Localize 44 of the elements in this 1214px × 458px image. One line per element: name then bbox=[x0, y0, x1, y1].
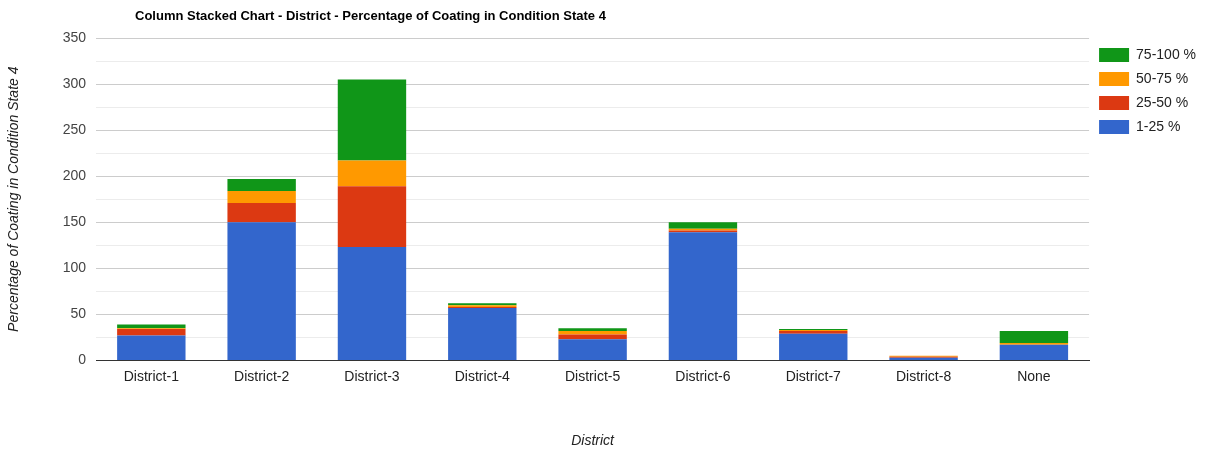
bar bbox=[337, 186, 407, 248]
y-tick-label: 50 bbox=[70, 305, 87, 322]
y-tick-label: 100 bbox=[62, 259, 87, 276]
y-tick-label: 0 bbox=[78, 351, 87, 368]
x-tick-label: District-3 bbox=[344, 367, 400, 384]
y-tick-label: 200 bbox=[62, 167, 87, 184]
bar bbox=[668, 222, 738, 229]
bar bbox=[999, 344, 1069, 360]
legend-label: 25-50 % bbox=[1136, 93, 1189, 110]
bar bbox=[448, 307, 517, 360]
legend-label: 75-100 % bbox=[1136, 45, 1197, 62]
x-tick-label: District-2 bbox=[234, 367, 290, 384]
x-tick-label: District-7 bbox=[785, 367, 842, 384]
bar bbox=[117, 329, 186, 336]
bar bbox=[227, 178, 296, 191]
bar bbox=[337, 160, 407, 187]
bar bbox=[558, 328, 627, 331]
x-axis-title: District bbox=[571, 432, 616, 449]
y-tick-label: 350 bbox=[62, 28, 87, 45]
x-tick-label: District-1 bbox=[123, 367, 180, 384]
bar bbox=[337, 79, 407, 161]
bar bbox=[999, 330, 1069, 343]
bar bbox=[779, 333, 848, 360]
bar bbox=[337, 247, 407, 360]
x-tick-label: District-6 bbox=[675, 367, 731, 384]
bar bbox=[117, 335, 186, 360]
y-axis-title: Percentage of Coating in Condition State 4 bbox=[5, 66, 22, 332]
bar bbox=[558, 330, 627, 335]
y-tick-label: 300 bbox=[62, 74, 87, 91]
y-tick-label: 150 bbox=[62, 213, 87, 230]
bar bbox=[558, 339, 627, 360]
chart-title: Column Stacked Chart - District - Percentage of Coating in Condition State 4 bbox=[135, 8, 606, 23]
x-tick-label: District-8 bbox=[895, 367, 952, 384]
x-tick-label: None bbox=[1017, 367, 1051, 384]
bar bbox=[117, 324, 186, 329]
x-tick-label: District-4 bbox=[454, 367, 511, 384]
legend-label: 1-25 % bbox=[1136, 117, 1181, 134]
bar bbox=[227, 222, 296, 360]
bar bbox=[668, 232, 738, 360]
bar bbox=[227, 190, 296, 203]
y-tick-label: 250 bbox=[62, 120, 87, 137]
x-tick-label: District-5 bbox=[565, 367, 621, 384]
legend-label: 50-75 % bbox=[1136, 69, 1189, 86]
bar bbox=[227, 202, 296, 223]
